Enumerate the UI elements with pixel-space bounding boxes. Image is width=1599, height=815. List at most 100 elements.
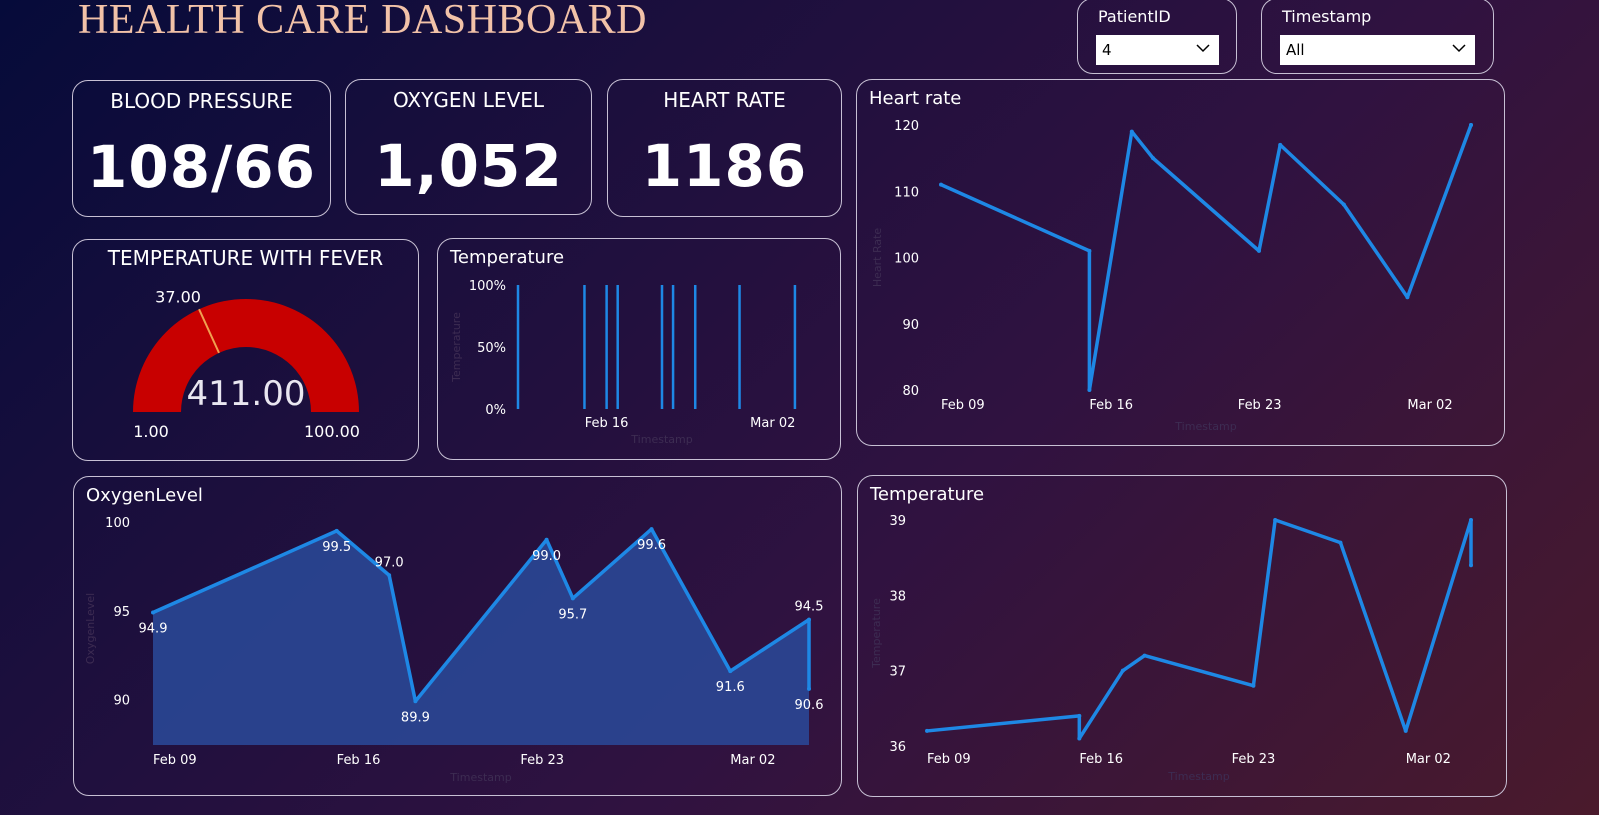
gauge-min-label: 1.00 xyxy=(133,422,169,441)
data-point[interactable] xyxy=(1251,683,1256,688)
data-label: 89.9 xyxy=(401,710,430,725)
data-point[interactable] xyxy=(1087,248,1092,253)
data-point[interactable] xyxy=(939,182,943,187)
y-tick-label: 100% xyxy=(469,279,506,294)
x-tick-label: Feb 23 xyxy=(1238,398,1282,413)
gauge-value: 411.00 xyxy=(187,374,306,414)
y-tick-label: 90 xyxy=(113,694,130,709)
gauge-arc xyxy=(133,299,359,412)
data-label: 94.9 xyxy=(139,622,168,637)
gauge-target-label: 37.00 xyxy=(155,287,201,306)
oxygen-level-chart-title: OxygenLevel xyxy=(86,485,203,506)
series-line[interactable] xyxy=(152,527,811,704)
x-axis-title: Timestamp xyxy=(630,433,692,446)
data-point[interactable] xyxy=(1257,248,1261,253)
y-tick-label: 37 xyxy=(889,665,906,680)
x-tick-label: Feb 16 xyxy=(1089,398,1133,413)
data-point[interactable] xyxy=(1403,728,1408,733)
data-point[interactable] xyxy=(649,527,654,532)
data-point[interactable] xyxy=(1077,713,1082,718)
gauge-target-marker xyxy=(198,308,220,354)
blood-pressure-value: 108/66 xyxy=(87,133,316,201)
data-point[interactable] xyxy=(1120,668,1125,673)
y-axis-title: OxygenLevel xyxy=(84,593,97,664)
gauge-max-label: 100.00 xyxy=(304,422,360,441)
data-point[interactable] xyxy=(1142,653,1147,658)
data-label: 91.6 xyxy=(716,680,745,695)
y-tick-label: 80 xyxy=(902,384,919,399)
y-axis-title: Temperature xyxy=(450,312,463,383)
x-tick-label: Feb 23 xyxy=(520,753,564,768)
y-tick-label: 36 xyxy=(889,740,906,755)
oxygen-area-fill xyxy=(153,529,809,745)
temperature-bar-title: Temperature xyxy=(450,247,565,268)
data-point[interactable] xyxy=(1278,142,1283,147)
y-tick-label: 0% xyxy=(485,403,506,418)
data-point[interactable] xyxy=(1273,518,1278,522)
data-point[interactable] xyxy=(1151,156,1155,161)
x-axis-title: Timestamp xyxy=(1167,770,1229,783)
oxygen-level-value: 1,052 xyxy=(374,132,563,200)
x-tick-label: Feb 09 xyxy=(927,752,971,767)
y-tick-label: 100 xyxy=(894,252,919,267)
data-point[interactable] xyxy=(387,573,392,578)
data-point[interactable] xyxy=(925,728,929,733)
heart-rate-chart-card: Heart rate 120 110 100 90 80 Feb 09 Feb 16 Feb … xyxy=(856,79,1505,446)
data-label: 95.7 xyxy=(558,607,587,622)
y-tick-label: 90 xyxy=(902,318,919,333)
x-tick-label: Mar 02 xyxy=(750,416,795,431)
x-axis-title: Timestamp xyxy=(449,771,511,784)
data-point[interactable] xyxy=(728,669,733,674)
patient-id-dropdown[interactable]: 4 xyxy=(1096,35,1219,65)
data-point[interactable] xyxy=(544,537,549,542)
data-point[interactable] xyxy=(1338,540,1343,545)
data-label: 94.5 xyxy=(795,600,824,615)
data-point[interactable] xyxy=(1469,123,1473,127)
timestamp-label: Timestamp xyxy=(1282,7,1372,26)
data-label: 99.6 xyxy=(637,538,666,553)
data-point[interactable] xyxy=(807,617,811,622)
x-tick-label: Feb 23 xyxy=(1232,752,1276,767)
y-axis-title: Temperature xyxy=(870,598,883,669)
y-tick-label: 110 xyxy=(894,185,919,200)
x-tick-label: Mar 02 xyxy=(730,753,775,768)
x-tick-label: Mar 02 xyxy=(1407,398,1452,413)
timestamp-value: All xyxy=(1286,41,1305,59)
data-point[interactable] xyxy=(413,699,418,704)
temperature-bar-chart: 100% 50% 0% Feb 16 Mar 02 Timestamp Temperatur… xyxy=(450,279,797,446)
gauge-chart: 37.00 411.00 1.00 100.00 xyxy=(133,287,360,441)
temperature-line-card: Temperature 39 38 37 36 Feb 09 Feb 16 Feb 23 Ma… xyxy=(857,475,1507,797)
blood-pressure-card: BLOOD PRESSURE 108/66 xyxy=(72,80,331,217)
data-label: 90.6 xyxy=(795,698,824,713)
x-tick-label: Feb 16 xyxy=(585,416,629,431)
temperature-line-chart: 39 38 37 36 Feb 09 Feb 16 Feb 23 Mar 02 Timestam… xyxy=(870,514,1473,783)
data-point[interactable] xyxy=(1129,129,1134,134)
gauge-title: TEMPERATURE WITH FEVER xyxy=(107,246,384,270)
data-point[interactable] xyxy=(1077,736,1082,741)
data-point[interactable] xyxy=(1469,518,1473,522)
data-point[interactable] xyxy=(1341,202,1346,207)
data-point[interactable] xyxy=(151,610,155,615)
x-tick-label: Feb 09 xyxy=(941,398,985,413)
data-point[interactable] xyxy=(807,686,811,691)
heart-rate-value: 1186 xyxy=(641,132,808,200)
data-label: 99.5 xyxy=(322,540,351,555)
data-point[interactable] xyxy=(1469,563,1473,568)
series-line[interactable] xyxy=(926,518,1473,741)
oxygen-level-area-chart: 100 95 90 Feb 09 Feb 16 Feb 23 Mar 02 Timestamp… xyxy=(84,516,824,784)
page-title: HEALTH CARE DASHBOARD xyxy=(78,0,647,43)
temperature-line-title: Temperature xyxy=(870,484,985,505)
patient-id-value: 4 xyxy=(1102,41,1112,59)
data-point[interactable] xyxy=(570,596,575,601)
x-tick-label: Feb 16 xyxy=(337,753,381,768)
x-tick-label: Feb 09 xyxy=(153,753,197,768)
timestamp-dropdown[interactable]: All xyxy=(1280,35,1475,65)
data-point[interactable] xyxy=(334,528,339,533)
series-line[interactable] xyxy=(940,124,1473,392)
data-label: 97.0 xyxy=(375,555,404,570)
data-label: 99.0 xyxy=(532,549,561,564)
heart-rate-line-chart: 120 110 100 90 80 Feb 09 Feb 16 Feb 23 Mar 02 Tim… xyxy=(871,119,1473,433)
data-point[interactable] xyxy=(1087,388,1092,392)
heart-rate-card: HEART RATE 1186 xyxy=(607,79,842,217)
data-point[interactable] xyxy=(1405,295,1410,300)
